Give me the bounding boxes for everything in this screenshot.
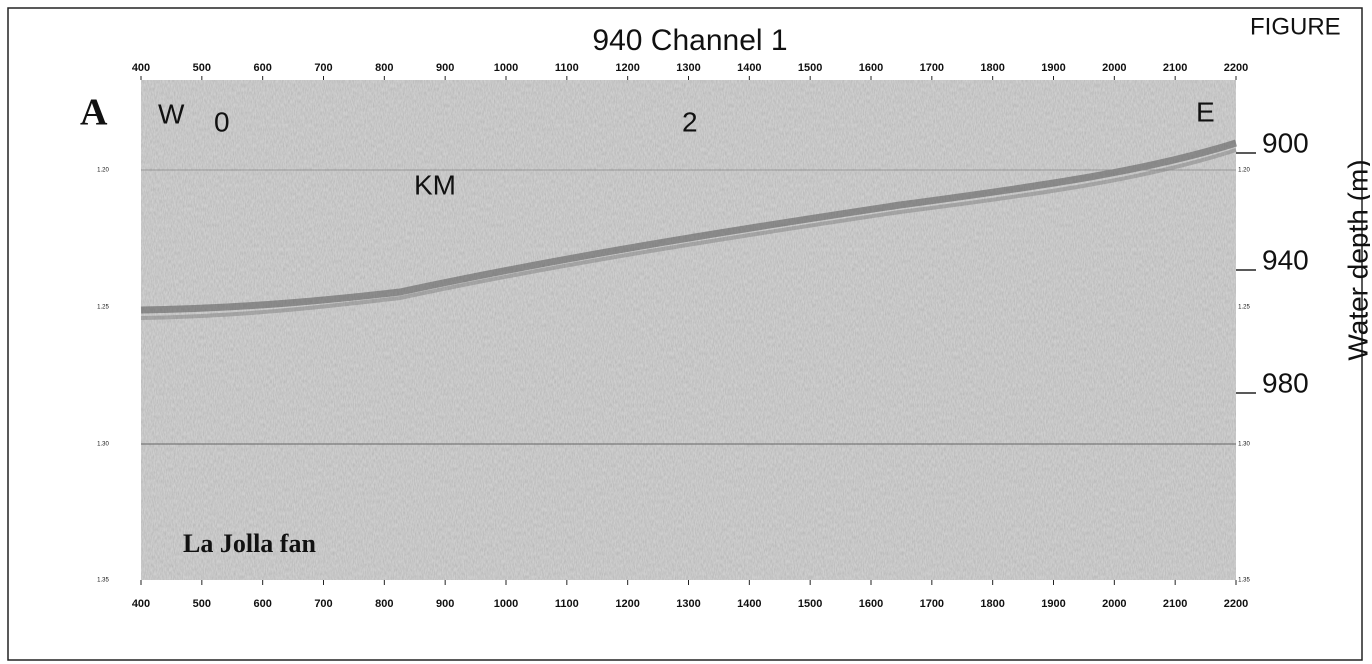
annotation: E — [1196, 96, 1215, 127]
x-tick-label: 700 — [314, 62, 332, 74]
time-tick-label: 1.30 — [97, 442, 109, 448]
x-tick-label: 600 — [253, 62, 271, 74]
x-tick-label: 1800 — [980, 62, 1004, 74]
annotation: 2 — [682, 106, 698, 137]
x-tick-label: 1300 — [676, 598, 700, 610]
x-tick-label: 1300 — [676, 62, 700, 74]
time-tick-label: 1.20 — [97, 168, 109, 174]
x-tick-label: 2200 — [1224, 598, 1248, 610]
depth-tick-label: 980 — [1262, 367, 1309, 398]
x-tick-label: 800 — [375, 598, 393, 610]
x-tick-label: 1200 — [615, 598, 639, 610]
x-tick-label: 400 — [132, 62, 150, 74]
x-tick-label: 1100 — [555, 62, 579, 74]
annotation: 0 — [214, 106, 230, 137]
seafloor-reflector-shadow — [140, 148, 1237, 320]
x-tick-label: 1400 — [737, 598, 761, 610]
x-tick-label: 400 — [132, 598, 150, 610]
seismic-noise — [141, 80, 1236, 580]
x-tick-label: 500 — [193, 598, 211, 610]
time-tick-label: 1.35 — [1238, 578, 1250, 584]
x-tick-label: 700 — [314, 598, 332, 610]
x-tick-label: 1900 — [1041, 598, 1065, 610]
depth-tick-label: 900 — [1262, 127, 1309, 158]
x-tick-label: 1800 — [980, 598, 1004, 610]
time-tick-label: 1.20 — [1238, 168, 1250, 174]
x-tick-label: 2100 — [1163, 62, 1187, 74]
x-tick-label: 2000 — [1102, 62, 1126, 74]
depth-axis-label: Water depth (m) — [1342, 159, 1372, 360]
x-tick-label: 500 — [193, 62, 211, 74]
panel-label: A — [80, 92, 108, 134]
x-tick-label: 1200 — [615, 62, 639, 74]
x-tick-label: 1100 — [555, 598, 579, 610]
x-tick-label: 2100 — [1163, 598, 1187, 610]
depth-tick-label: 940 — [1262, 244, 1309, 275]
annotation: KM — [414, 169, 456, 200]
time-tick-label: 1.25 — [97, 305, 109, 311]
x-tick-label: 600 — [253, 598, 271, 610]
annotation: W — [158, 98, 185, 129]
figure-label: FIGURE — [1250, 13, 1341, 40]
x-tick-label: 1900 — [1041, 62, 1065, 74]
time-tick-label: 1.30 — [1238, 442, 1250, 448]
title: 940 Channel 1 — [592, 24, 787, 57]
x-tick-label: 800 — [375, 62, 393, 74]
x-tick-label: 1700 — [920, 598, 944, 610]
time-tick-label: 1.25 — [1238, 305, 1250, 311]
x-tick-label: 2200 — [1224, 62, 1248, 74]
x-tick-label: 900 — [436, 62, 454, 74]
x-tick-label: 1500 — [798, 62, 822, 74]
x-tick-label: 1600 — [859, 62, 883, 74]
frame — [7, 7, 1363, 661]
x-tick-label: 1000 — [494, 598, 518, 610]
x-tick-label: 1000 — [494, 62, 518, 74]
x-tick-label: 2000 — [1102, 598, 1126, 610]
annotation: La Jolla fan — [183, 529, 316, 558]
x-tick-label: 1700 — [920, 62, 944, 74]
x-tick-label: 1400 — [737, 62, 761, 74]
axes: 940 Channel 1 FIGURE A W 0 2 E KM La Jol… — [80, 13, 1372, 610]
x-tick-label: 900 — [436, 598, 454, 610]
x-tick-label: 1500 — [798, 598, 822, 610]
time-tick-label: 1.35 — [97, 578, 109, 584]
x-tick-label: 1600 — [859, 598, 883, 610]
seafloor-reflector — [140, 139, 1238, 314]
